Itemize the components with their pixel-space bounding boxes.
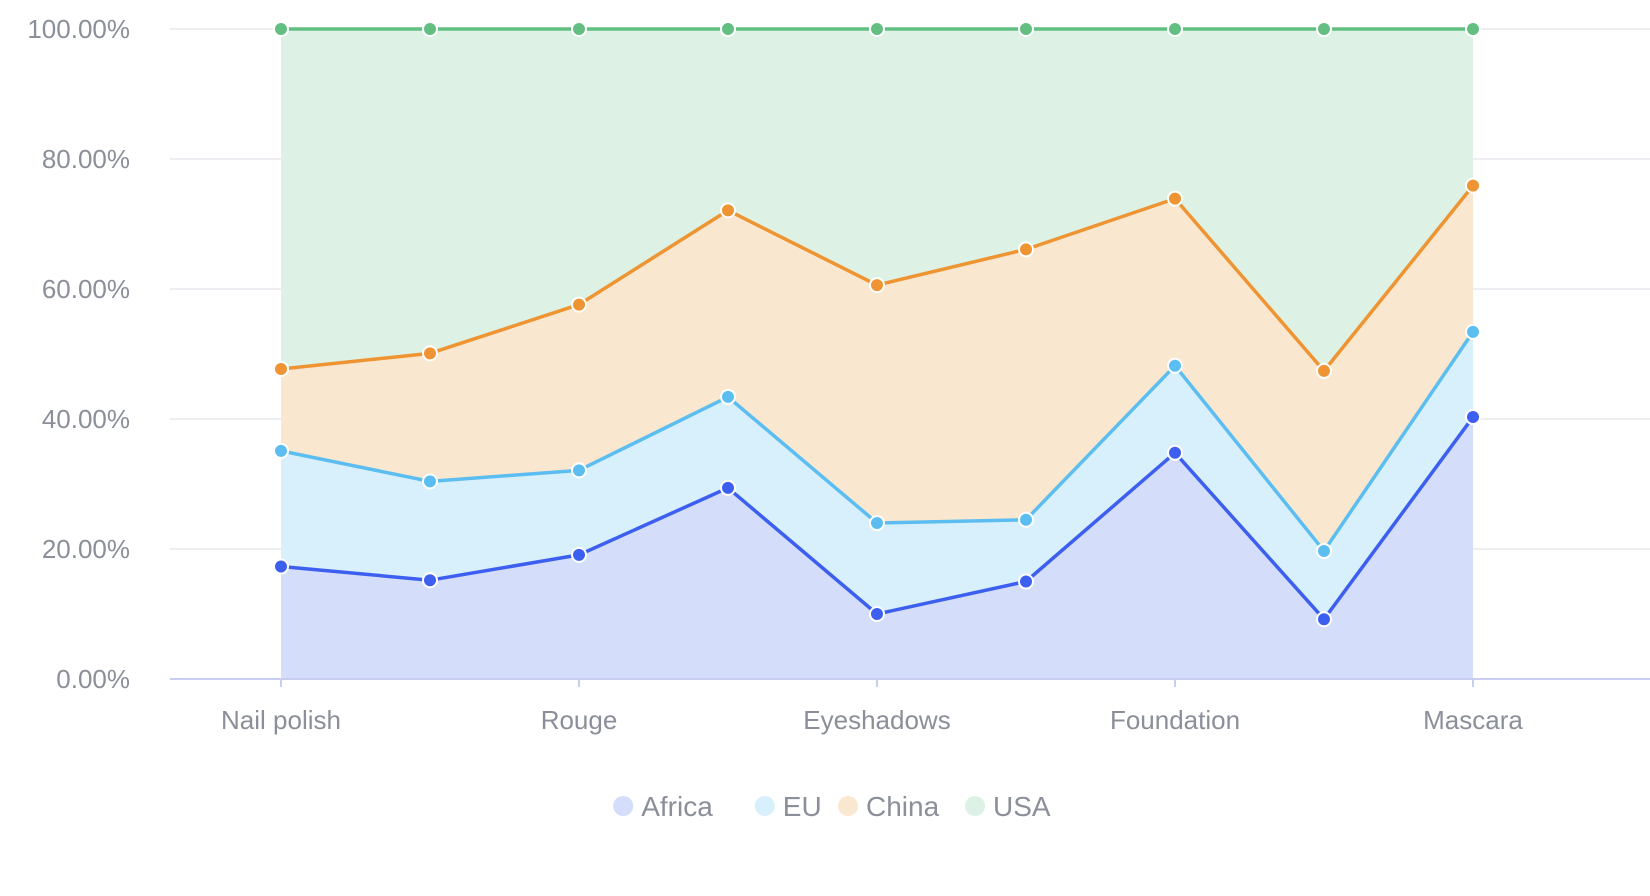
point-china[interactable] bbox=[273, 360, 289, 377]
point-africa[interactable] bbox=[1167, 444, 1183, 461]
point-eu[interactable] bbox=[273, 442, 289, 459]
point-usa[interactable] bbox=[422, 21, 438, 37]
point-usa[interactable] bbox=[1316, 21, 1332, 37]
point-china[interactable] bbox=[869, 277, 885, 294]
point-usa[interactable] bbox=[869, 21, 885, 37]
legend-item-china[interactable]: China bbox=[838, 791, 940, 822]
legend-marker[interactable] bbox=[613, 796, 634, 816]
point-eu[interactable] bbox=[1465, 323, 1481, 340]
point-china[interactable] bbox=[1465, 177, 1481, 194]
point-africa[interactable] bbox=[1316, 611, 1332, 628]
x-tick-label: Eyeshadows bbox=[803, 705, 950, 735]
point-africa[interactable] bbox=[1018, 573, 1034, 590]
legend-item-africa[interactable]: Africa bbox=[613, 791, 713, 822]
point-china[interactable] bbox=[422, 345, 438, 362]
point-eu[interactable] bbox=[1316, 542, 1332, 559]
point-africa[interactable] bbox=[273, 558, 289, 575]
point-africa[interactable] bbox=[571, 546, 587, 563]
point-china[interactable] bbox=[1167, 190, 1183, 207]
y-tick-label: 40.00% bbox=[42, 404, 130, 434]
point-africa[interactable] bbox=[720, 479, 736, 496]
point-usa[interactable] bbox=[273, 21, 289, 37]
point-china[interactable] bbox=[1316, 362, 1332, 379]
x-tick-label: Nail polish bbox=[221, 705, 341, 735]
point-china[interactable] bbox=[720, 202, 736, 219]
series-points bbox=[273, 21, 1481, 628]
y-tick-label: 100.00% bbox=[27, 14, 130, 44]
point-eu[interactable] bbox=[571, 462, 587, 479]
legend[interactable]: Africa EU China USA bbox=[613, 791, 1051, 822]
legend-marker[interactable] bbox=[754, 796, 775, 816]
point-eu[interactable] bbox=[1167, 357, 1183, 374]
point-usa[interactable] bbox=[1018, 21, 1034, 37]
legend-label[interactable]: EU bbox=[783, 791, 822, 822]
x-tick-label: Rouge bbox=[541, 705, 618, 735]
legend-label[interactable]: USA bbox=[993, 791, 1051, 822]
legend-label[interactable]: China bbox=[866, 791, 940, 822]
point-china[interactable] bbox=[1018, 241, 1034, 258]
legend-marker[interactable] bbox=[965, 796, 985, 816]
legend-marker[interactable] bbox=[838, 796, 858, 816]
point-africa[interactable] bbox=[869, 606, 885, 622]
y-tick-label: 80.00% bbox=[42, 144, 130, 174]
y-tick-label: 0.00% bbox=[56, 664, 130, 694]
point-eu[interactable] bbox=[422, 473, 438, 490]
point-africa[interactable] bbox=[1465, 409, 1481, 426]
legend-item-usa[interactable]: USA bbox=[965, 791, 1051, 822]
y-tick-label: 20.00% bbox=[42, 534, 130, 564]
point-eu[interactable] bbox=[720, 388, 736, 405]
x-tick-label: Foundation bbox=[1110, 705, 1240, 735]
axes: 0.00% 20.00% 40.00% 60.00% 80.00% 100.00% Nail… bbox=[27, 14, 1650, 735]
point-eu[interactable] bbox=[869, 515, 885, 531]
y-tick-label: 60.00% bbox=[42, 274, 130, 304]
point-usa[interactable] bbox=[571, 21, 587, 37]
point-usa[interactable] bbox=[1465, 21, 1481, 37]
x-tick-label: Mascara bbox=[1423, 705, 1523, 735]
legend-item-eu[interactable]: EU bbox=[754, 791, 822, 822]
point-china[interactable] bbox=[571, 296, 587, 313]
point-africa[interactable] bbox=[422, 572, 438, 589]
point-usa[interactable] bbox=[1167, 21, 1183, 37]
area-africa bbox=[281, 417, 1473, 679]
point-usa[interactable] bbox=[720, 21, 736, 37]
legend-label[interactable]: Africa bbox=[641, 791, 713, 822]
point-eu[interactable] bbox=[1018, 511, 1034, 528]
series-areas bbox=[281, 29, 1473, 679]
